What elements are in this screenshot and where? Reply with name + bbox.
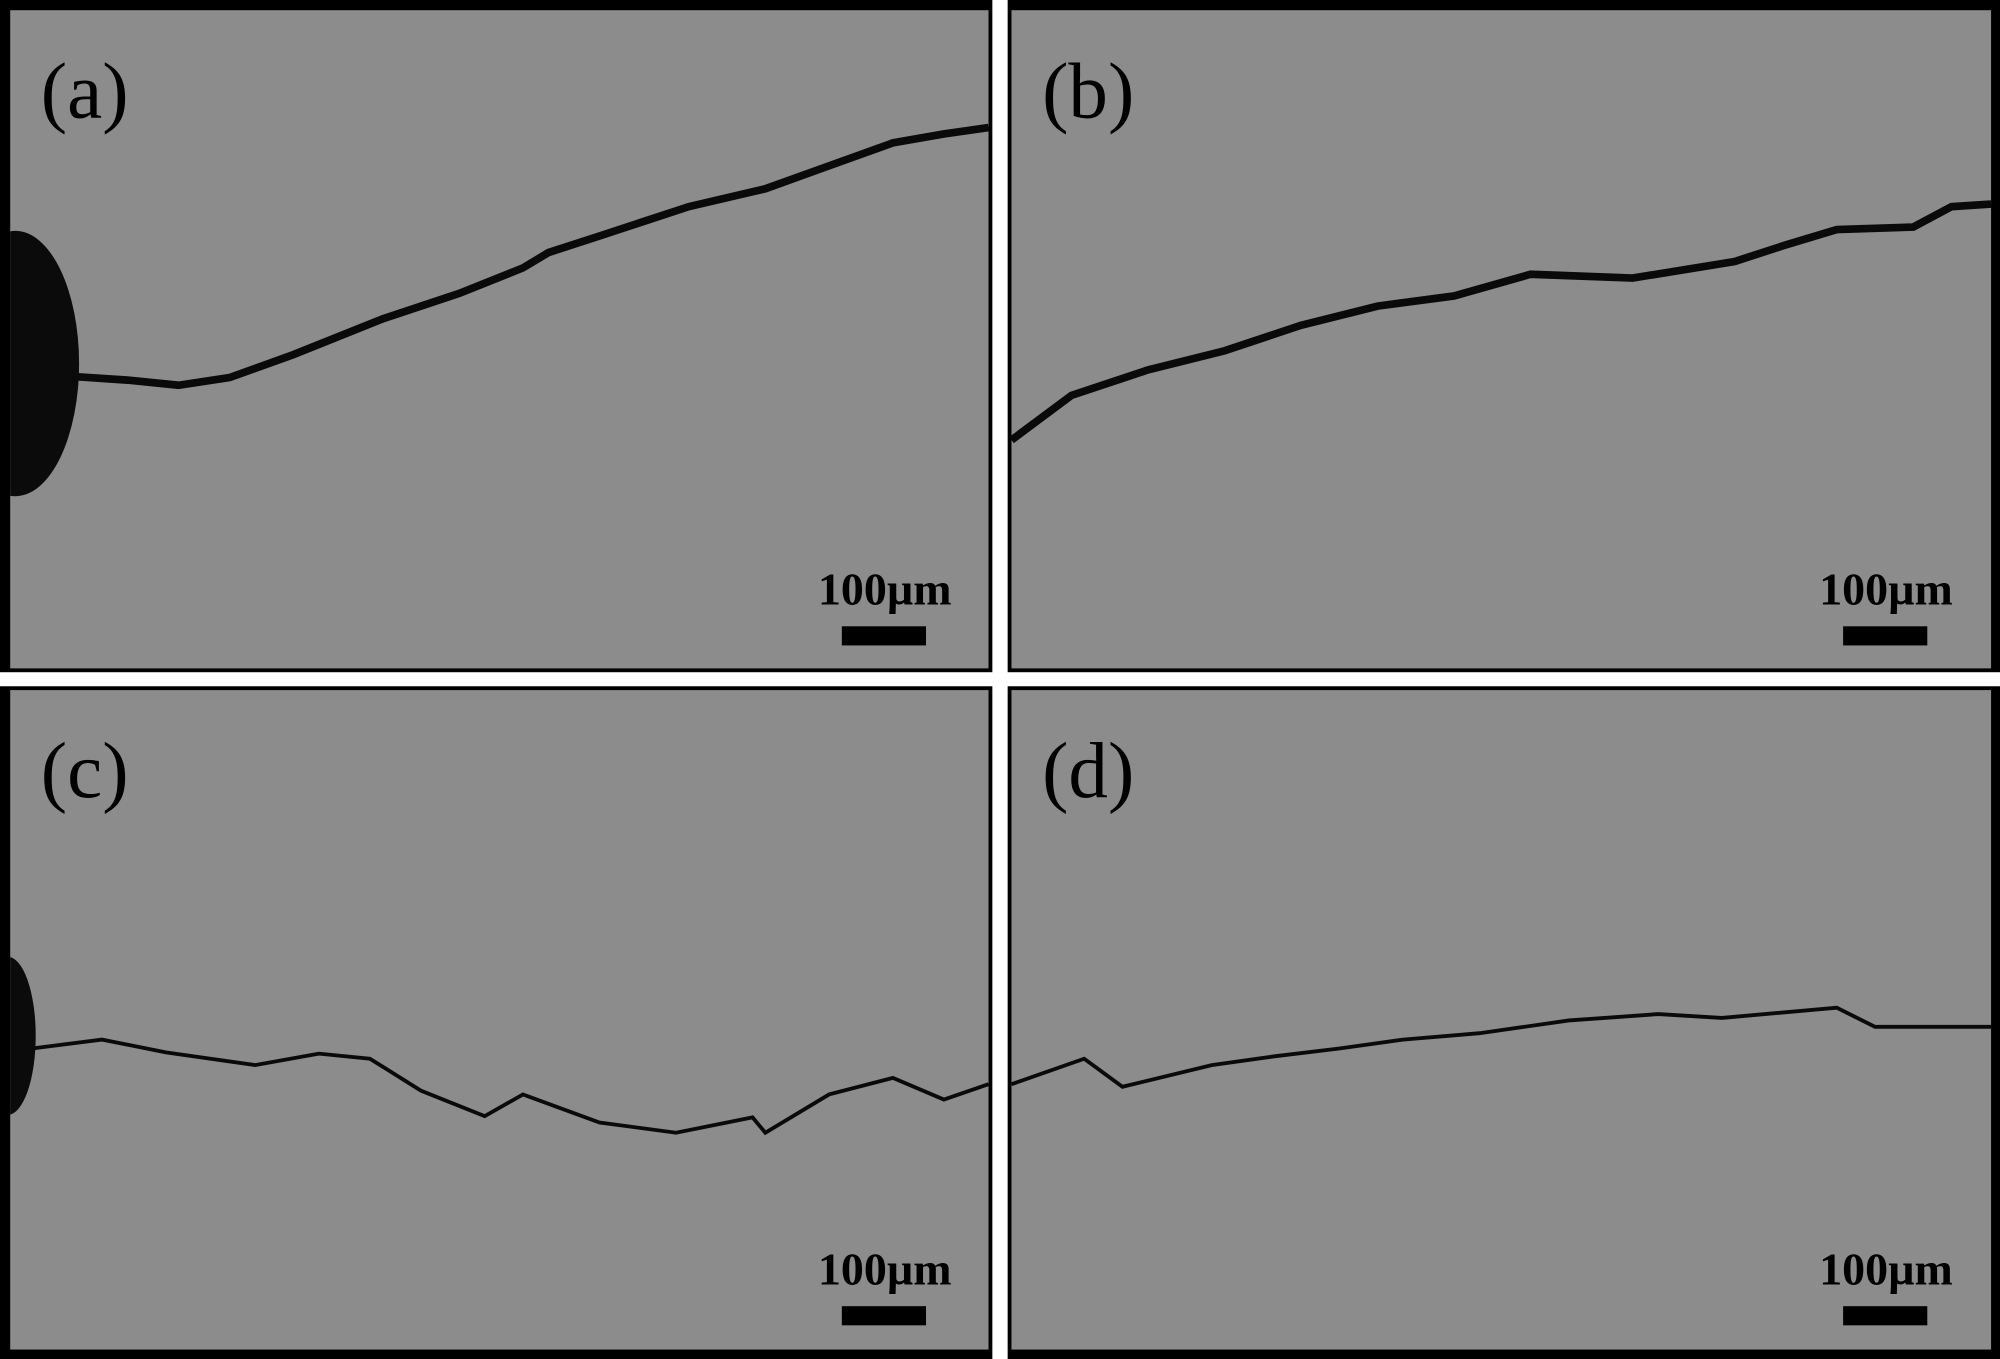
panel-image [1011, 690, 1992, 1350]
crack [31, 1037, 990, 1136]
annotations: (a) 100µm (b) 100µm (c) 100µm (d) 100µm [41, 48, 1953, 1326]
panel-label: (d) [1042, 728, 1134, 815]
crack [1009, 200, 1992, 444]
panel-label: (c) [41, 728, 129, 815]
scale-bar [841, 1306, 927, 1326]
indent [10, 230, 80, 497]
panel-label: (b) [1042, 48, 1134, 135]
crack [69, 123, 990, 390]
scale-bar-label: 100µm [818, 564, 952, 615]
panel-image [1011, 10, 1992, 669]
panel-image [10, 10, 989, 669]
separator [0, 672, 2000, 687]
indent [10, 957, 36, 1115]
scale-bar-label: 100µm [1819, 564, 1953, 615]
panel-image [10, 690, 989, 1350]
scale-bar-label: 100µm [1819, 1244, 1953, 1295]
panel-label: (a) [41, 48, 129, 135]
crack [1010, 1005, 1992, 1089]
scale-bar [1843, 1306, 1928, 1326]
scale-bar [841, 626, 927, 646]
scale-bar [1843, 626, 1928, 646]
scale-bar-label: 100µm [818, 1244, 952, 1295]
